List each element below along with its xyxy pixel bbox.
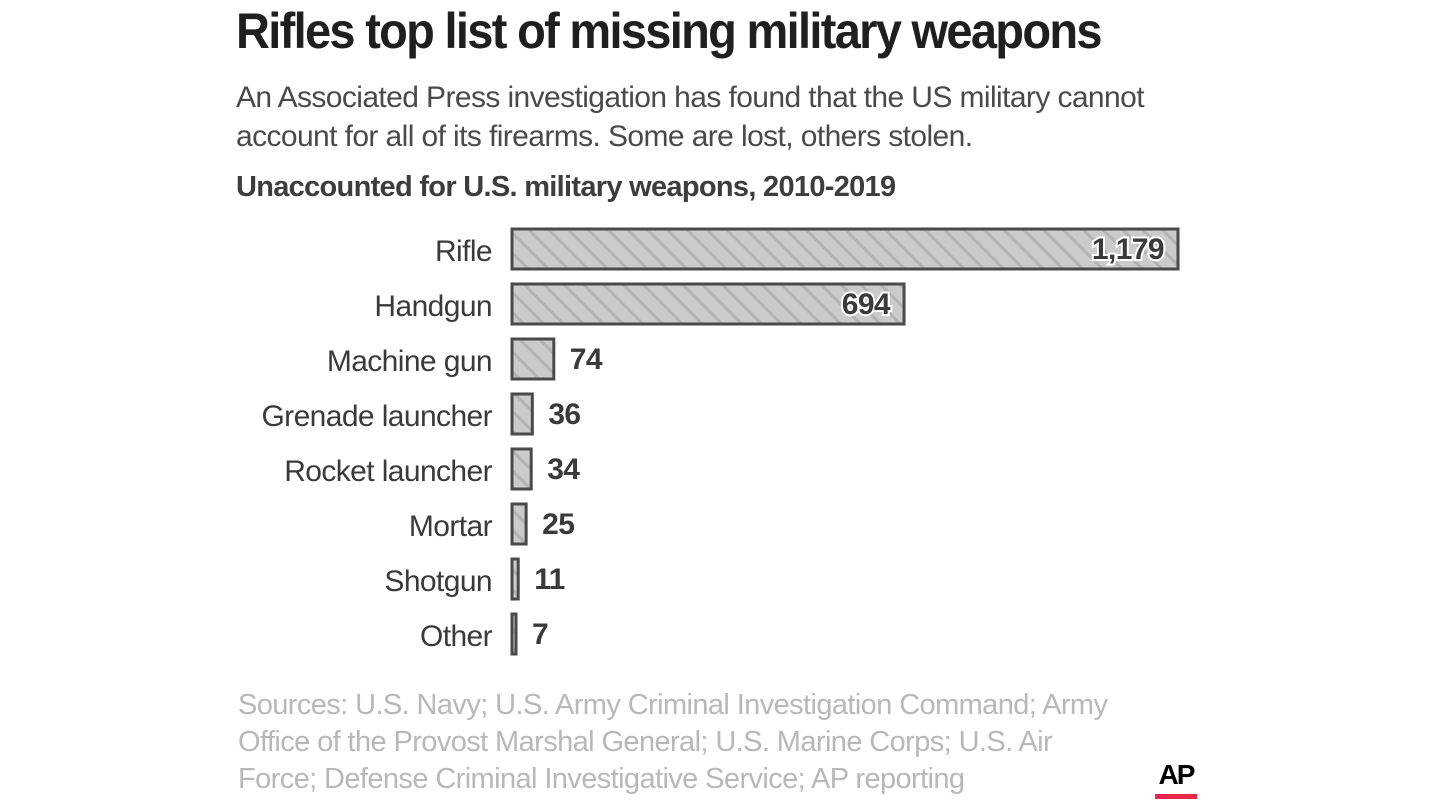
chart-subtitle: An Associated Press investigation has fo… [236,81,1145,153]
chart-title: Unaccounted for U.S. military weapons, 2… [236,171,896,203]
bar-mortar [510,502,528,546]
category-label-rocket-launcher: Rocket launcher [284,455,492,488]
bar-shotgun [510,557,520,601]
labels-layer: Rifle 1,179 Handgun 694 Machine gun 74 Grenade… [261,231,1166,653]
ap-logo-text: AP [1158,759,1196,790]
bars-layer [510,227,1180,656]
chart-headline: Rifles top list of missing military weap… [236,3,1103,59]
value-label-mortar: 25 [542,508,574,541]
bar-grenade-launcher [510,392,534,436]
category-label-shotgun: Shotgun [384,565,492,598]
sources-note: Sources: U.S. Navy; U.S. Army Criminal I… [238,689,1108,795]
ap-logo: AP [1155,760,1197,802]
bar-other [510,612,518,656]
value-label-machine-gun: 74 [570,343,603,376]
value-label-shotgun: 11 [534,563,565,596]
value-label-rifle: 1,179 [1092,233,1164,266]
bar-rifle [510,227,1180,271]
category-label-handgun: Handgun [374,290,492,323]
category-label-mortar: Mortar [409,510,493,543]
value-label-handgun: 694 [842,288,891,321]
category-label-grenade-launcher: Grenade launcher [261,400,492,433]
value-label-other: 7 [532,618,548,651]
bar-handgun [510,282,906,326]
value-label-rocket-launcher: 34 [547,453,580,486]
category-label-rifle: Rifle [435,235,492,268]
category-label-machine-gun: Machine gun [327,345,492,378]
bar-rocket-launcher [510,447,533,491]
ap-logo-accent-bar [1155,794,1197,799]
value-label-grenade-launcher: 36 [548,398,580,431]
category-label-other: Other [420,620,493,653]
bar-machine-gun [510,337,556,381]
